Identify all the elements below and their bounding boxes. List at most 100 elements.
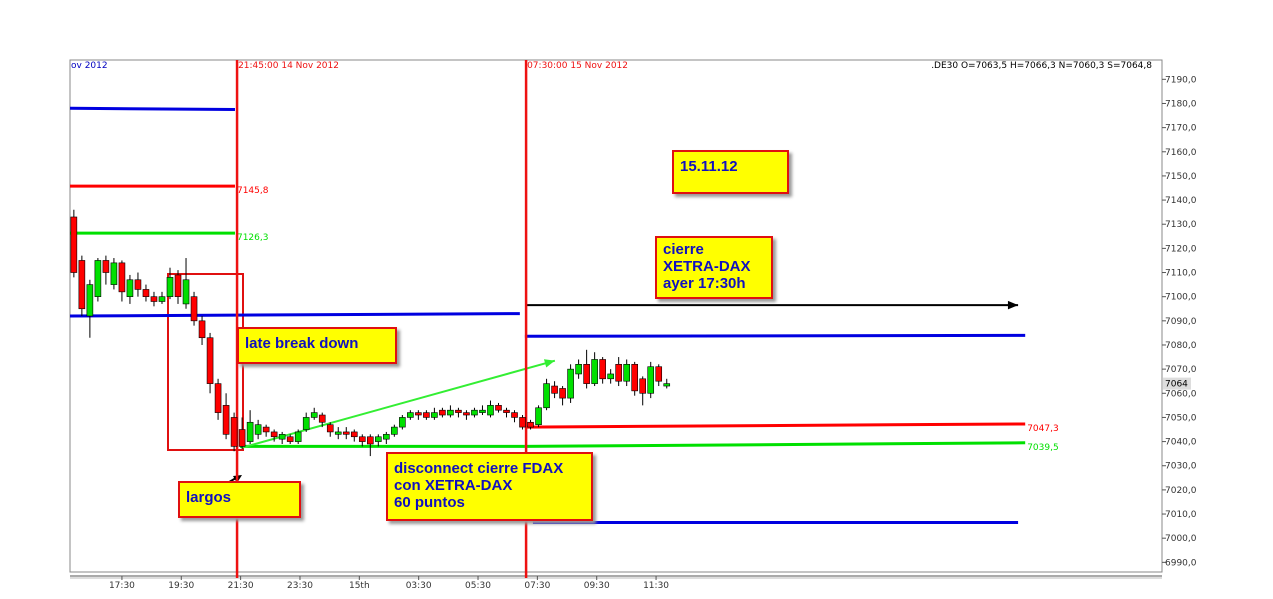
y-tick-label: 7000,0 — [1165, 534, 1197, 544]
annotation-text: 60 puntos — [394, 494, 465, 511]
x-tick-label: 19:30 — [168, 581, 194, 591]
candle-body — [118, 262, 126, 293]
candle-body — [158, 296, 166, 302]
time-marker-label: 21:45:00 14 Nov 2012 — [238, 61, 339, 71]
y-tick-label: 7080,0 — [1165, 341, 1197, 351]
candle-body — [342, 431, 350, 435]
price-level — [69, 312, 520, 318]
y-tick-label: 7170,0 — [1165, 124, 1197, 134]
candle-body — [366, 436, 374, 445]
candle-body — [270, 431, 278, 438]
arrow-head — [543, 359, 555, 368]
price-level — [69, 106, 235, 112]
annotation-text: disconnect cierre FDAX — [394, 460, 564, 477]
candle-body — [94, 260, 102, 297]
candle-body — [198, 320, 206, 339]
x-tick-label: 15th — [349, 581, 370, 591]
candle-body — [431, 412, 438, 418]
candle-body — [615, 364, 622, 382]
price-level — [524, 441, 1026, 448]
price-level — [524, 422, 1026, 429]
candle-body — [447, 409, 454, 416]
candle-body — [350, 431, 358, 438]
candle-body — [238, 429, 246, 447]
y-tick-label: 7070,0 — [1165, 365, 1197, 375]
candle-body — [278, 434, 286, 440]
candle-body — [334, 431, 342, 435]
x-tick-label: 17:30 — [109, 581, 135, 591]
price-tag-box — [1163, 377, 1191, 390]
candle-body — [407, 412, 414, 418]
candle-body — [399, 417, 406, 428]
candle-body — [70, 216, 78, 273]
price-level — [524, 333, 1026, 338]
y-tick-label: 7050,0 — [1165, 413, 1197, 423]
x-tick-label: 21:30 — [228, 581, 254, 591]
price-level — [241, 359, 556, 449]
candle-body — [206, 337, 214, 384]
date-label: ov 2012 — [71, 61, 108, 71]
candle-body — [663, 383, 671, 387]
candle-body — [310, 412, 318, 418]
level-label: 7047,3 — [1027, 424, 1059, 434]
candle-body — [86, 284, 94, 317]
arrow-head — [1007, 300, 1019, 310]
x-tick-label: 03:30 — [406, 581, 432, 591]
annotation: largos — [178, 481, 301, 518]
candle-body — [599, 359, 606, 380]
y-tick-label: 7160,0 — [1165, 148, 1197, 158]
candle-body — [415, 412, 422, 416]
candle-body — [214, 383, 222, 413]
annotation-text: cierre — [663, 241, 704, 258]
y-tick-label: 7140,0 — [1165, 196, 1197, 206]
candle-body — [126, 279, 134, 297]
y-tick-label: 7040,0 — [1165, 438, 1197, 448]
candle-body — [286, 436, 294, 442]
y-tick-label: 7130,0 — [1165, 220, 1197, 230]
candle-body — [567, 368, 574, 399]
candle-body — [254, 424, 262, 435]
candle-body — [639, 378, 647, 394]
candle-body — [607, 373, 614, 380]
candle-body — [326, 424, 334, 433]
y-tick-label: 7020,0 — [1165, 486, 1197, 496]
candle-body — [262, 426, 270, 433]
time-marker-label: 07:30:00 15 Nov 2012 — [527, 61, 628, 71]
x-tick-label: 09:30 — [584, 581, 610, 591]
candle-body — [182, 279, 190, 305]
candle-body — [391, 426, 398, 435]
candle-body — [423, 412, 430, 418]
annotation: late break down — [237, 327, 397, 364]
annotation-text: largos — [186, 489, 232, 506]
y-tick-label: 7100,0 — [1165, 293, 1197, 303]
candle-body — [190, 296, 198, 322]
annotation: cierre XETRA-DAX ayer 17:30h — [655, 236, 773, 299]
x-tick-label: 07:30 — [524, 581, 550, 591]
level-label: 7126,3 — [237, 233, 268, 243]
candle-body — [471, 409, 478, 416]
candle-body — [294, 431, 302, 442]
candle-body — [463, 412, 470, 416]
candle-body — [142, 289, 150, 297]
candle-body — [246, 421, 254, 442]
candle-body — [455, 409, 462, 413]
annotation-text: XETRA-DAX — [663, 258, 751, 275]
y-tick-label: 7180,0 — [1165, 99, 1197, 109]
candle-body — [134, 279, 142, 290]
x-tick-label: 23:30 — [287, 581, 313, 591]
candle-body — [222, 405, 230, 435]
candle-body — [174, 274, 182, 297]
candle-body — [647, 366, 655, 394]
y-tick-label: 7010,0 — [1165, 510, 1197, 520]
candle-body — [358, 436, 366, 442]
candle-body — [318, 414, 326, 423]
candle-body — [375, 436, 382, 442]
y-tick-label: 7030,0 — [1165, 462, 1197, 472]
level-label: 7039,5 — [1027, 443, 1059, 453]
candle-body — [623, 364, 630, 382]
y-tick-label: 7150,0 — [1165, 172, 1197, 182]
candle-body — [503, 409, 510, 413]
y-tick-label: 7090,0 — [1165, 317, 1197, 327]
candle-body — [495, 405, 502, 411]
